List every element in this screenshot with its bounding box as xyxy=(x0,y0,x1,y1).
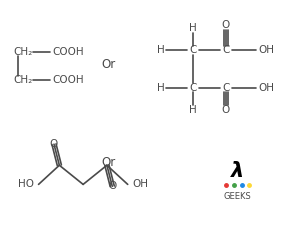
Text: O: O xyxy=(222,105,230,114)
Text: O: O xyxy=(50,139,58,149)
Text: OH: OH xyxy=(259,45,275,55)
Text: HO: HO xyxy=(18,179,34,189)
Text: C: C xyxy=(222,83,230,92)
Text: Or: Or xyxy=(101,58,116,71)
Text: OH: OH xyxy=(132,179,148,189)
Text: CH₂: CH₂ xyxy=(13,75,32,85)
Text: C: C xyxy=(222,45,230,55)
Text: GEEKS: GEEKS xyxy=(224,192,252,201)
Text: C: C xyxy=(189,45,197,55)
Text: H: H xyxy=(189,105,197,114)
Text: H: H xyxy=(157,45,164,55)
Text: O: O xyxy=(222,20,230,30)
Text: OH: OH xyxy=(259,83,275,92)
Text: COOH: COOH xyxy=(52,75,83,85)
Text: O: O xyxy=(108,181,116,191)
Text: Or: Or xyxy=(101,156,116,169)
Text: H: H xyxy=(189,23,197,33)
Text: COOH: COOH xyxy=(52,47,83,57)
Text: C: C xyxy=(189,83,197,92)
Text: CH₂: CH₂ xyxy=(13,47,32,57)
Text: H: H xyxy=(157,83,164,92)
Text: λ: λ xyxy=(231,161,244,181)
